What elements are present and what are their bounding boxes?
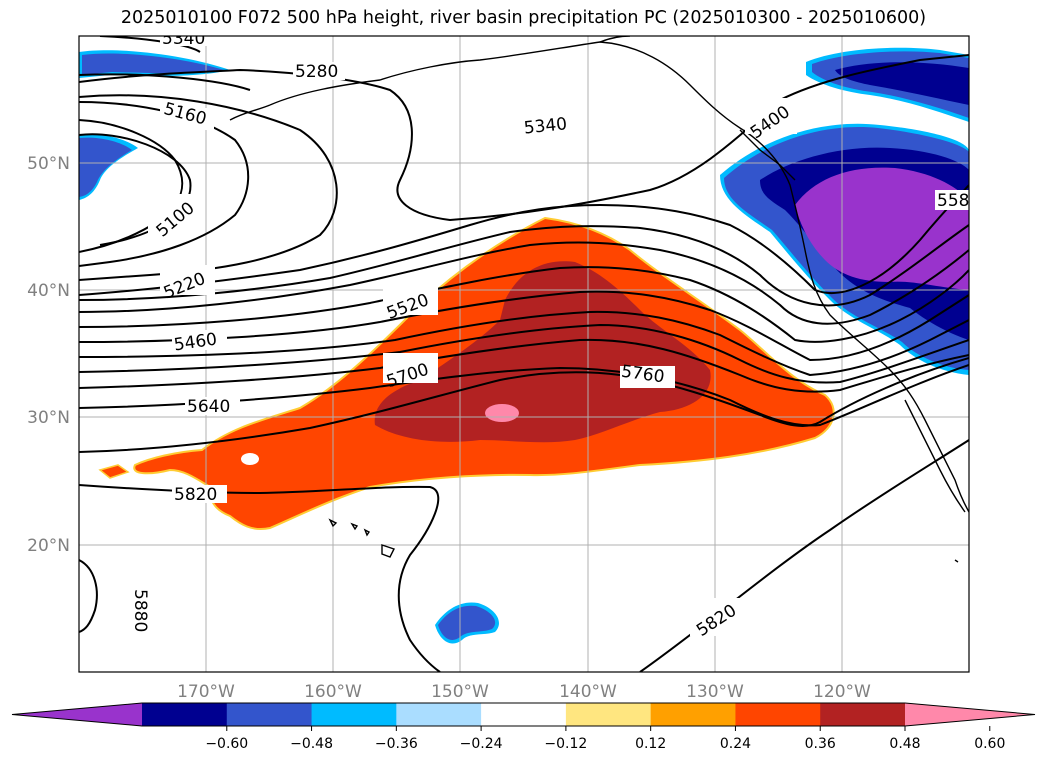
- lon-label: 150°W: [431, 682, 489, 700]
- colorbar-segment: [565, 703, 652, 726]
- colorbar-extend-min: [12, 703, 142, 726]
- map-frame: [78, 35, 970, 673]
- negative-precip-anomaly-regions: [79, 47, 969, 644]
- colorbar-segment: [226, 703, 313, 726]
- contour-label: 5880: [130, 589, 150, 632]
- colorbar-segment: [735, 703, 821, 726]
- lon-label: 160°W: [304, 682, 362, 700]
- colorbar-tick-label: −0.12: [544, 736, 587, 752]
- colorbar-tick-label: −0.36: [375, 736, 418, 752]
- colorbar-tick-label: −0.24: [460, 736, 503, 752]
- contour-label: 5280: [295, 62, 338, 82]
- lat-label: 40°N: [27, 281, 70, 301]
- colorbar-segment: [481, 703, 567, 726]
- lon-label: 140°W: [559, 682, 617, 700]
- longitude-labels: 170°W 160°W 150°W 140°W 130°W 120°W: [177, 682, 871, 700]
- map-panel: 5340 5280 5160 5100 5220 5340 5400 5520 …: [27, 29, 970, 700]
- colorbar-tick-label: 0.36: [805, 736, 836, 752]
- latitude-labels: 50°N 40°N 30°N 20°N: [27, 154, 70, 556]
- colorbar-ticks: −0.60 −0.48 −0.36 −0.24 −0.12 0.12 0.24 0.36 0.4…: [205, 726, 1005, 752]
- colorbar-segment: [142, 703, 228, 726]
- colorbar-extend-max: [905, 703, 1035, 726]
- colorbar-segment: [311, 703, 397, 726]
- colorbar-segment: [650, 703, 736, 726]
- colorbar-segments: [11, 702, 1036, 727]
- contour-label: 5640: [187, 397, 230, 417]
- lon-label: 120°W: [813, 682, 871, 700]
- colorbar-segment: [820, 703, 906, 726]
- lat-label: 50°N: [27, 154, 70, 174]
- contour-label: 558: [937, 191, 969, 211]
- lon-label: 130°W: [686, 682, 744, 700]
- lat-label: 20°N: [27, 536, 70, 556]
- map-title: 2025010100 F072 500 hPa height, river ba…: [120, 8, 927, 28]
- lon-label: 170°W: [177, 682, 235, 700]
- colorbar-tick-label: 0.60: [974, 736, 1005, 752]
- colorbar-tick-label: −0.48: [290, 736, 333, 752]
- lat-label: 30°N: [27, 408, 70, 428]
- colorbar-outline: [11, 702, 1036, 727]
- colorbar-segment: [396, 703, 482, 726]
- contour-label: 5340: [162, 29, 205, 49]
- colorbar-tick-label: −0.60: [205, 736, 248, 752]
- colorbar-tick-label: 0.24: [720, 736, 751, 752]
- height-contours: [79, 36, 969, 672]
- contour-label-backgrounds: [100, 36, 969, 636]
- contour-label: 5340: [523, 114, 568, 138]
- contour-label: 5820: [174, 485, 217, 505]
- colorbar-tick-label: 0.48: [889, 736, 920, 752]
- colorbar-tick-label: 0.12: [635, 736, 666, 752]
